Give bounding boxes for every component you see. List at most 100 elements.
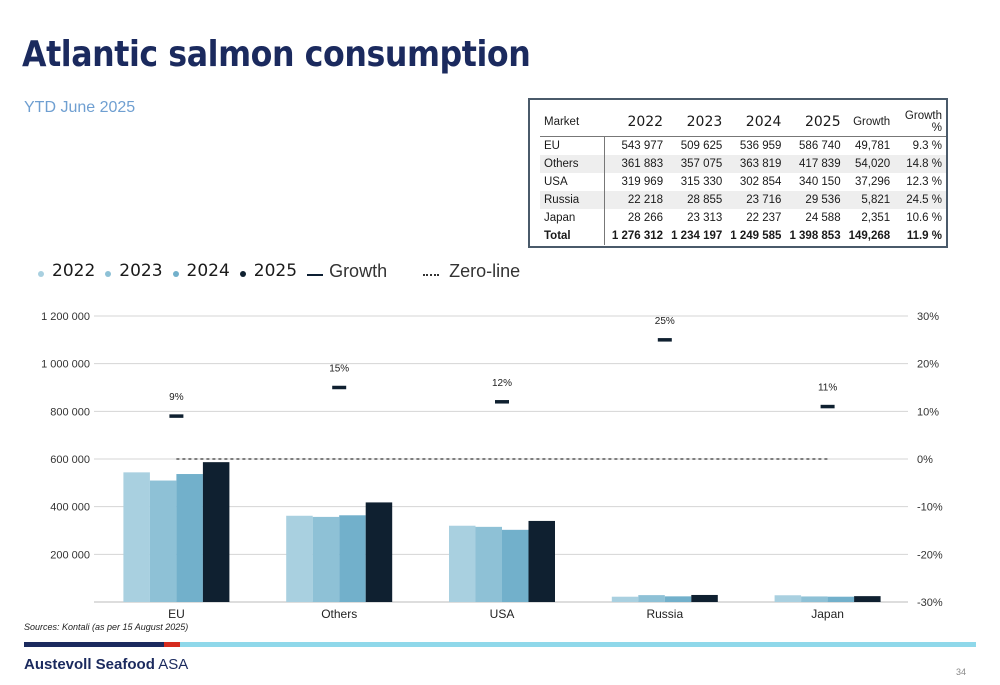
company-name: Austevoll Seafood — [24, 656, 155, 673]
bar-2025-others — [365, 502, 393, 602]
col-header-2024: 2024 — [745, 114, 782, 130]
table-cell: 24 588 — [805, 212, 841, 224]
y-left-tick-label: 800 000 — [50, 406, 90, 418]
table-cell: 361 883 — [604, 155, 668, 173]
table-cell: Total — [540, 227, 606, 245]
table-cell: USA — [540, 173, 606, 191]
table-cell: 10.6 % — [906, 212, 942, 224]
table-row-total: Total 1 276 312 1 234 197 1 249 585 1 39… — [540, 227, 946, 245]
bar-2024-usa — [502, 529, 529, 602]
bar-2024-eu — [176, 474, 203, 602]
col-header-growth-pct: Growth % — [904, 110, 942, 134]
legend-label: 2022 — [52, 261, 96, 281]
legend-item-2025: 2025 — [239, 261, 297, 281]
table-cell: 1 276 312 — [611, 230, 664, 242]
table-cell: Russia — [540, 191, 606, 209]
legend-label: 2024 — [186, 261, 230, 281]
table-cell: 9.3 % — [894, 136, 946, 155]
table-row: EU 543 977 509 625 536 959 586 740 49,78… — [540, 136, 946, 155]
table-cell: 536 959 — [726, 136, 786, 155]
footer-bar-red — [164, 642, 180, 647]
table-cell: Japan — [540, 209, 606, 227]
bar-2022-japan — [774, 595, 802, 602]
table-cell: 357 075 — [667, 155, 727, 173]
table-cell: 23 716 — [726, 191, 786, 209]
table-cell: 2,351 — [861, 212, 891, 224]
table-row: Japan 28 266 23 313 22 237 24 588 2,351 … — [540, 209, 946, 227]
company-logo-text: Austevoll Seafood ASA — [24, 656, 188, 673]
table-cell: 29 536 — [785, 191, 845, 209]
y-right-tick-label: 10% — [917, 406, 939, 418]
table-cell: 302 854 — [739, 176, 782, 188]
table-cell: EU — [540, 136, 606, 155]
y-right-tick-label: -20% — [917, 549, 943, 561]
table-cell: 11.9 % — [906, 230, 942, 242]
table-cell: 37,296 — [855, 176, 891, 188]
y-right-tick-label: 0% — [917, 454, 933, 466]
table-cell: 28 266 — [627, 212, 664, 224]
y-left-tick-label: 600 000 — [50, 454, 90, 466]
y-left-tick-label: 400 000 — [50, 502, 90, 514]
table-cell: 28 855 — [667, 191, 727, 209]
source-note: Sources: Kontali (as per 15 August 2025) — [24, 622, 189, 632]
y-right-tick-label: 30% — [917, 311, 939, 323]
table-cell: 1 398 853 — [789, 230, 841, 242]
legend-label: 2023 — [119, 261, 163, 281]
table-cell: 24.5 % — [894, 191, 946, 209]
legend-marker-2024 — [172, 271, 179, 277]
legend-label: Growth — [329, 260, 388, 281]
legend-marker-zero-line — [423, 274, 440, 276]
table-cell: 363 819 — [726, 155, 786, 173]
x-tick-label: Russia — [646, 607, 683, 621]
bar-2023-russia — [638, 595, 665, 602]
bar-2025-eu — [202, 462, 230, 602]
col-header-market: Market — [544, 116, 580, 128]
table-cell: 509 625 — [667, 136, 727, 155]
bar-2024-japan — [827, 596, 855, 602]
legend-marker-2022 — [38, 271, 44, 277]
table-cell: 319 969 — [621, 176, 664, 188]
table-row: Others 361 883 357 075 363 819 417 839 5… — [540, 155, 946, 173]
bar-2024-russia — [664, 596, 692, 602]
table-cell: 417 839 — [785, 155, 845, 173]
legend-marker-2023 — [105, 271, 112, 277]
y-left-tick-label: 1 200 000 — [41, 311, 90, 323]
table-cell: 12.3 % — [906, 176, 942, 188]
bar-2022-eu — [123, 472, 150, 602]
table-cell: 1 249 585 — [730, 230, 782, 242]
bar-2023-japan — [801, 596, 828, 602]
y-right-tick-label: -10% — [917, 502, 943, 514]
growth-label: 12% — [492, 378, 512, 389]
legend-item-2023: 2023 — [105, 261, 163, 281]
summary-table: Market 2022 2023 2024 2025 Growth Growth… — [540, 108, 946, 245]
table-cell: Others — [540, 155, 606, 173]
legend-item-growth: Growth — [307, 261, 387, 282]
col-header-2025: 2025 — [804, 114, 841, 130]
summary-table-box: Market 2022 2023 2024 2025 Growth Growth… — [528, 98, 948, 248]
footer-bar-navy — [24, 642, 164, 647]
page-number: 34 — [956, 667, 967, 677]
col-header-growth: Growth — [853, 116, 891, 128]
legend-label: Zero-line — [449, 260, 521, 281]
legend-item-2024: 2024 — [172, 261, 230, 281]
x-tick-label: Japan — [811, 607, 844, 621]
bar-2022-russia — [611, 596, 639, 602]
table-row: USA 319 969 315 330 302 854 340 150 37,2… — [540, 173, 946, 191]
x-tick-label: EU — [168, 607, 185, 621]
y-left-tick-label: 1 000 000 — [41, 359, 90, 371]
table-cell: 23 313 — [687, 212, 723, 224]
company-suffix: ASA — [154, 656, 189, 673]
bar-2025-russia — [691, 594, 718, 602]
col-header-2022: 2022 — [627, 114, 664, 130]
legend-marker-2025 — [239, 271, 246, 277]
x-tick-label: Others — [321, 607, 357, 621]
table-cell: 22 218 — [604, 191, 668, 209]
table-cell: 315 330 — [680, 176, 723, 188]
table-cell: 1 234 197 — [671, 230, 723, 242]
legend-item-zero-line: Zero-line — [423, 261, 520, 282]
table-cell: 5,821 — [844, 191, 895, 209]
bar-2022-others — [286, 515, 313, 602]
legend-item-2022: 2022 — [38, 261, 95, 281]
bar-2023-eu — [149, 480, 177, 602]
page-subtitle: YTD June 2025 — [24, 99, 136, 116]
